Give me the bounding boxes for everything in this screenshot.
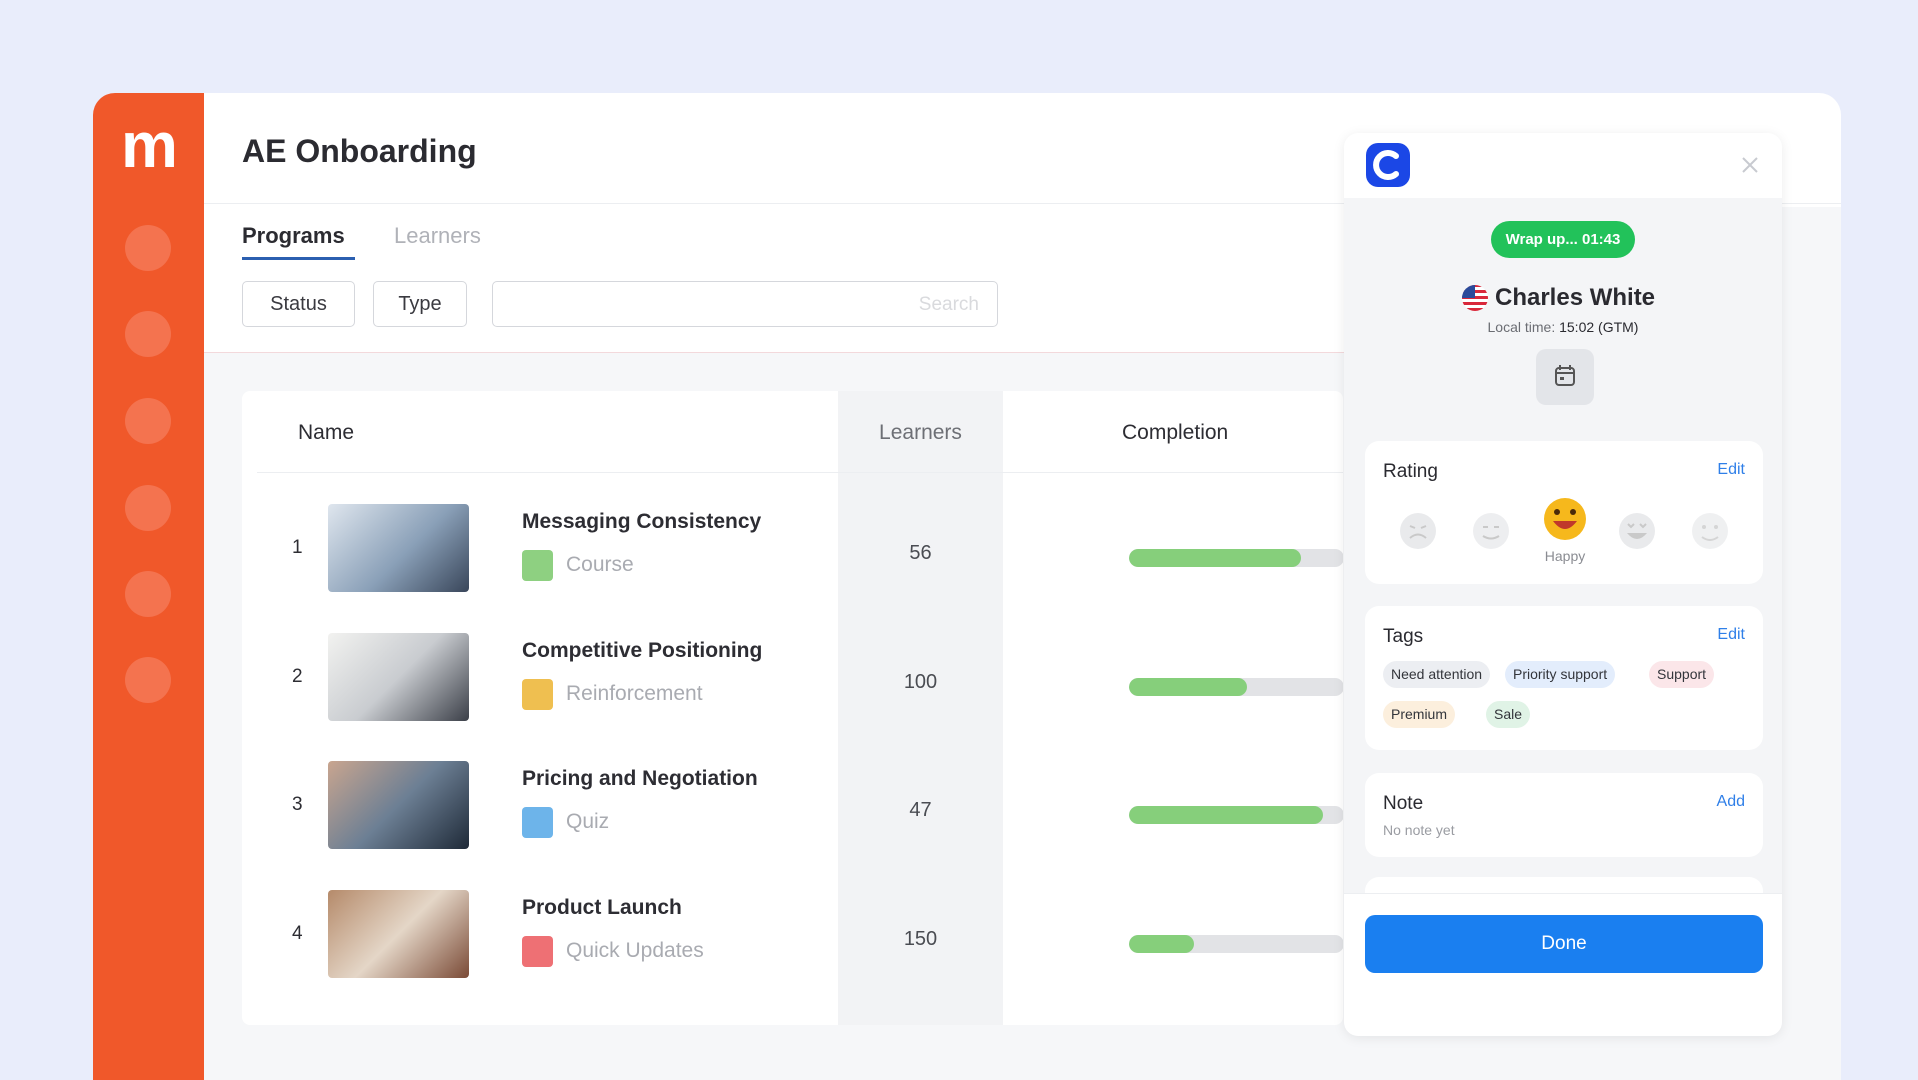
tag[interactable]: Sale xyxy=(1486,701,1531,728)
program-name[interactable]: Competitive Positioning xyxy=(522,638,763,662)
app-window: m AE Onboarding Programs Learners Status… xyxy=(93,93,1841,1080)
nav-icon[interactable] xyxy=(125,485,171,531)
tab-underline xyxy=(242,257,355,260)
contact-panel: Wrap up... 01:43 Charles White Local tim… xyxy=(1344,133,1782,1036)
tag[interactable]: Support xyxy=(1649,661,1715,688)
search-box[interactable]: Search xyxy=(492,281,998,327)
type-swatch xyxy=(522,807,553,838)
tag[interactable]: Priority support xyxy=(1505,661,1616,688)
filter-button[interactable]: Type xyxy=(373,281,467,327)
tab-active[interactable]: Programs xyxy=(242,223,345,248)
flag-icon xyxy=(1462,285,1488,311)
tag[interactable]: Need attention xyxy=(1383,661,1491,688)
nav-icon[interactable] xyxy=(125,657,171,703)
progress-track xyxy=(1129,549,1343,567)
column-header: Completion xyxy=(1122,421,1229,444)
card-title: Rating xyxy=(1383,461,1438,482)
progress-track xyxy=(1129,934,1343,953)
rating-emojis xyxy=(1400,498,1728,549)
thumbnail xyxy=(328,504,469,592)
type-swatch xyxy=(522,550,553,581)
emoji[interactable] xyxy=(1400,513,1436,549)
calendar-icon xyxy=(1555,365,1575,386)
program-type: Course xyxy=(566,553,634,576)
progress-bar xyxy=(1129,934,1194,953)
tab[interactable]: Learners xyxy=(394,223,481,248)
calendar-button[interactable] xyxy=(1536,349,1594,405)
add-link[interactable]: Add xyxy=(1716,793,1745,810)
learners-column-bg xyxy=(838,391,1003,1025)
local-time-value: 15:02 (GTM) xyxy=(1559,319,1639,335)
thumbnail xyxy=(328,889,469,978)
page-title: AE Onboarding xyxy=(242,133,477,169)
nav-icon[interactable] xyxy=(125,225,171,271)
row-index: 3 xyxy=(292,794,303,815)
edit-link[interactable]: Edit xyxy=(1717,626,1745,643)
learners-count: 47 xyxy=(909,799,932,821)
progress-bar xyxy=(1129,677,1248,696)
note-card: Note Add No note yet xyxy=(1365,773,1763,857)
done-button[interactable]: Done xyxy=(1365,915,1763,973)
program-name[interactable]: Pricing and Negotiation xyxy=(522,767,758,790)
panel-header xyxy=(1344,133,1782,198)
emoji[interactable] xyxy=(1473,513,1509,549)
program-type: Quiz xyxy=(566,810,610,833)
emoji-label: Happy xyxy=(1544,548,1586,564)
app-logo xyxy=(1366,143,1410,187)
row-index: 4 xyxy=(292,922,303,944)
emoji[interactable] xyxy=(1619,513,1655,549)
tags-card: Tags Edit Need attention Priority support… xyxy=(1365,606,1763,750)
learners-count: 150 xyxy=(903,927,938,950)
filter-button[interactable]: Status xyxy=(242,281,355,327)
tag[interactable]: Premium xyxy=(1383,701,1456,728)
sidebar: m xyxy=(93,93,204,1080)
programs-table: Name Learners Completion 1 Messaging Cons… xyxy=(242,391,1343,1025)
right-strip xyxy=(1782,207,1841,357)
row-index: 2 xyxy=(292,665,303,687)
local-time-label: Local time: xyxy=(1487,319,1556,335)
row-index: 1 xyxy=(292,537,303,558)
edit-link[interactable]: Edit xyxy=(1717,461,1745,478)
emoji[interactable] xyxy=(1692,513,1728,549)
logo: m xyxy=(121,109,178,181)
note-text: No note yet xyxy=(1383,822,1455,838)
progress-track xyxy=(1129,806,1343,824)
type-swatch xyxy=(522,678,553,710)
progress-track xyxy=(1129,677,1343,696)
card-title: Note xyxy=(1383,793,1424,814)
learners-count: 100 xyxy=(903,670,938,693)
thumbnail xyxy=(328,761,469,849)
panel-footer: Done xyxy=(1344,893,1782,1036)
progress-bar xyxy=(1129,549,1301,567)
learners-count: 56 xyxy=(909,542,932,564)
emoji-selected[interactable] xyxy=(1544,498,1586,540)
program-name[interactable]: Product Launch xyxy=(522,895,682,919)
type-swatch xyxy=(522,935,553,967)
progress-bar xyxy=(1129,806,1323,824)
program-type: Reinforcement xyxy=(566,681,703,705)
local-time: Local time: 15:02 (GTM) xyxy=(1344,319,1782,335)
header-divider xyxy=(204,203,1841,204)
wrap-up-timer: Wrap up... 01:43 xyxy=(1491,221,1635,258)
nav-icon[interactable] xyxy=(125,311,171,357)
search-placeholder: Search xyxy=(918,294,979,315)
program-name[interactable]: Messaging Consistency xyxy=(522,510,762,533)
rating-card: Rating Edit Happy xyxy=(1365,441,1763,584)
card-title: Tags xyxy=(1383,626,1424,647)
contact-name: Charles White xyxy=(1495,284,1656,311)
program-type: Quick Updates xyxy=(566,938,704,962)
close-button[interactable] xyxy=(1739,154,1761,176)
nav-icon[interactable] xyxy=(125,571,171,617)
nav-icon[interactable] xyxy=(125,398,171,444)
thumbnail xyxy=(328,632,469,721)
column-header: Learners xyxy=(879,421,962,444)
header-divider xyxy=(257,472,1343,473)
column-header: Name xyxy=(298,421,355,444)
